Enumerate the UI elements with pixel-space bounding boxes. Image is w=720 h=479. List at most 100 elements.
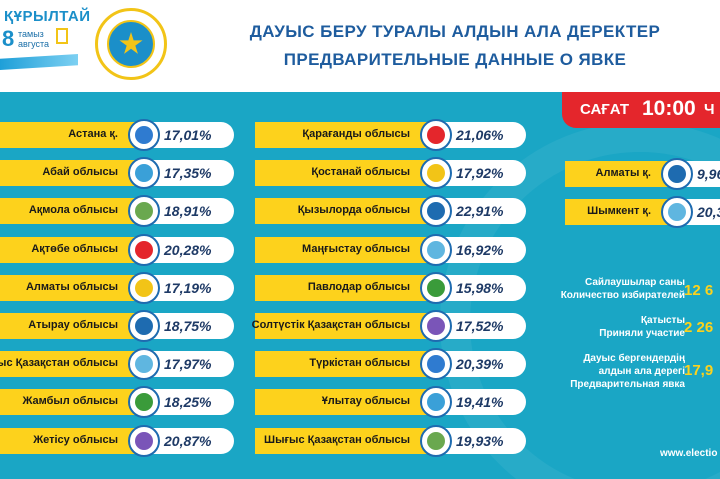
emblem-core [427, 240, 445, 259]
turnout-percent-box: 17,35% [146, 160, 234, 187]
region-row: Ұлытау облысы 19,41% [255, 386, 530, 419]
website-link[interactable]: www.electio [660, 448, 718, 459]
region-name: Павлодар облысы [307, 280, 410, 293]
region-row: Жетісу облысы 20,87% [0, 424, 238, 457]
emblem-core [427, 164, 445, 183]
region-name-pill: Ұлытау облысы [255, 389, 442, 416]
turnout-percent-box: 21,06% [438, 122, 526, 148]
region-name: Жамбыл облысы [22, 395, 118, 408]
region-name: Астана қ. [68, 128, 118, 140]
time-value: 10:00 [642, 97, 696, 120]
region-row: Ақтөбе облысы 20,28% [0, 233, 238, 266]
region-row: Атырау облысы 18,75% [0, 310, 238, 342]
region-row: Түркістан облысы 20,39% [255, 348, 530, 381]
region-emblem-icon [128, 157, 160, 190]
region-name-pill: Жамбыл облысы [0, 389, 150, 416]
time-badge: САҒАТ 10:00 Ч [562, 92, 720, 128]
region-emblem-icon [128, 386, 160, 419]
turnout-percent-box: 17,97% [146, 351, 234, 378]
region-emblem-icon [128, 310, 160, 342]
turnout-percent-box: 16,92% [438, 236, 526, 263]
region-name-pill: Қызылорда облысы [255, 198, 442, 225]
main-panel: САҒАТ 10:00 Ч Астана қ. 17,01% Абай облысы… [0, 92, 720, 479]
emblem-core [135, 278, 153, 297]
turnout-percent-box: 18,25% [146, 389, 234, 416]
region-name-pill: атыс Қазақстан облысы [0, 351, 150, 378]
turnout-percent-box: 17,52% [438, 313, 526, 339]
region-emblem-icon [661, 196, 693, 229]
turnout-percent: 19,41% [456, 394, 504, 411]
turnout-percent-box: 20,87% [146, 427, 234, 454]
turnout-percent: 17,35% [164, 165, 212, 182]
region-row: Солтүстік Қазақстан облысы 17,52% [251, 310, 530, 342]
turnout-percent: 17,97% [164, 356, 212, 373]
flag-ribbon-icon [0, 54, 78, 70]
region-emblem-icon [420, 271, 452, 304]
region-emblem-icon [128, 348, 160, 381]
brand-date-ru: августа [18, 39, 49, 49]
region-name: Ақтөбе облысы [31, 242, 118, 255]
page-title-ru: ПРЕДВАРИТЕЛЬНЫЕ ДАННЫЕ О ЯВКЕ [283, 50, 627, 69]
turnout-percent: 18,25% [164, 394, 212, 411]
voters-label-kz: Сайлаушылар саны [584, 277, 685, 288]
voters-value: 12 6 [684, 282, 714, 299]
region-emblem-icon [128, 424, 160, 457]
turnout-percent: 15,98% [456, 279, 504, 296]
region-emblem-icon [420, 195, 452, 228]
emblem-inner [107, 20, 155, 68]
voters-label-ru: Количество избирателей [560, 290, 685, 301]
region-row: Жамбыл облысы 18,25% [0, 386, 238, 419]
turnout-percent: 20,87% [164, 432, 212, 449]
emblem-core [427, 317, 445, 335]
participated-label-ru: Приняли участие [599, 328, 685, 339]
turnout-percent: 18,75% [164, 318, 212, 334]
region-name: Түркістан облысы [309, 357, 410, 370]
region-name-pill: Алматы облысы [0, 274, 150, 301]
participated-value: 2 26 [684, 319, 714, 336]
turnout-percent: 20,3 [697, 204, 720, 221]
emblem-core [135, 317, 153, 335]
turnout-label-kz-2: алдын ала дерегі [598, 366, 685, 377]
turnout-percent: 9,96 [697, 166, 720, 182]
region-name: Шымкент қ. [587, 205, 651, 218]
region-name: Солтүстік Қазақстан облысы [251, 319, 410, 331]
region-name: Шығыс Қазақстан облысы [264, 433, 410, 446]
emblem-core [427, 278, 445, 297]
region-emblem-icon [128, 271, 160, 304]
region-name: Атырау облысы [28, 319, 118, 331]
turnout-percent-box: 17,19% [146, 274, 234, 301]
region-emblem-icon [128, 233, 160, 266]
emblem-core [427, 202, 445, 221]
region-name-pill: Түркістан облысы [255, 351, 442, 378]
emblem-core [427, 355, 445, 374]
emblem-core [427, 393, 445, 412]
turnout-percent-box: 17,01% [146, 122, 234, 148]
turnout-percent-box: 20,28% [146, 236, 234, 263]
emblem-core [135, 431, 153, 450]
election-commission-emblem-icon [95, 8, 167, 80]
region-name: Маңғыстау облысы [302, 242, 410, 255]
turnout-percent: 17,19% [164, 279, 212, 296]
turnout-label: Дауыс бергендердің алдын ала дерегі Пред… [545, 352, 685, 391]
region-name-pill: Қостанай облысы [255, 160, 442, 187]
brand-date-kz: тамыз [18, 29, 44, 39]
turnout-percent: 17,01% [164, 127, 212, 143]
region-row: Қостанай облысы 17,92% [255, 157, 530, 190]
region-emblem-icon [420, 386, 452, 419]
region-name-pill: Шығыс Қазақстан облысы [255, 427, 442, 454]
region-name-pill: Абай облысы [0, 160, 150, 187]
region-name: Алматы облысы [25, 280, 118, 293]
turnout-percent-box: 19,93% [438, 427, 526, 454]
turnout-percent-box: 18,91% [146, 198, 234, 225]
turnout-label-ru: Предварительная явка [570, 379, 685, 390]
region-row: Қызылорда облысы 22,91% [255, 195, 530, 228]
region-row: Шымкент қ. 20,3 [565, 196, 720, 229]
emblem-core [427, 431, 445, 450]
region-name: Ұлытау облысы [321, 395, 410, 408]
emblem-core [668, 165, 686, 183]
participated-label: Қатысты Приняли участие [545, 314, 685, 340]
region-emblem-icon [420, 157, 452, 190]
region-row: Маңғыстау облысы 16,92% [255, 233, 530, 266]
participated-label-kz: Қатысты [640, 315, 685, 326]
region-emblem-icon [420, 424, 452, 457]
